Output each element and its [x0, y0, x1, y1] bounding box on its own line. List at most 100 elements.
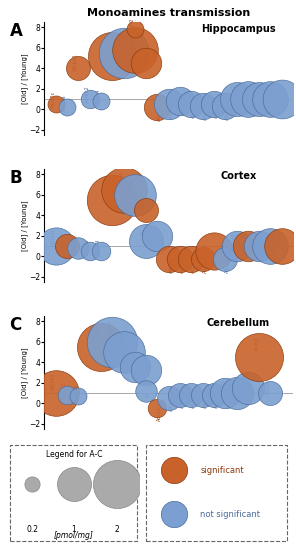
Text: 0.2: 0.2 [26, 525, 38, 534]
Text: Th: Th [146, 393, 151, 399]
Point [189, 255, 194, 264]
Text: not significant: not significant [200, 509, 260, 519]
Text: C: C [9, 316, 22, 334]
Point [87, 247, 92, 256]
Text: Adcy3: Adcy3 [180, 100, 185, 116]
Text: Adcy3: Adcy3 [191, 258, 196, 273]
Point [155, 232, 160, 240]
Point [166, 255, 171, 264]
Point [76, 244, 81, 252]
Text: Adcy8: Adcy8 [214, 103, 219, 118]
Text: Adrbk1: Adrbk1 [51, 372, 56, 389]
Text: Adcy5: Adcy5 [191, 103, 196, 118]
Text: Cortex: Cortex [220, 171, 256, 182]
Point [257, 241, 261, 250]
Text: Plce1: Plce1 [254, 84, 259, 97]
Point [234, 95, 239, 103]
Text: Legend for A-C: Legend for A-C [46, 450, 102, 459]
Text: Plch2: Plch2 [254, 337, 259, 350]
Text: Adcy2: Adcy2 [169, 397, 174, 411]
Text: Th: Th [141, 230, 146, 236]
Y-axis label: [Old] / [Young]: [Old] / [Young] [21, 200, 28, 251]
Point [279, 241, 284, 250]
Text: Cerebellum: Cerebellum [207, 318, 270, 328]
Text: Plcb3: Plcb3 [277, 82, 282, 96]
Point [257, 353, 261, 361]
Point [72, 480, 76, 489]
Point [65, 241, 69, 250]
Text: Adrba1: Adrba1 [62, 232, 67, 249]
Text: Tph2: Tph2 [130, 19, 135, 31]
Point [110, 195, 115, 204]
Text: Adcy9: Adcy9 [214, 393, 219, 408]
Text: Adcy8: Adcy8 [203, 393, 207, 408]
Point [234, 241, 239, 250]
Text: Adra2c: Adra2c [51, 91, 56, 108]
Point [172, 466, 176, 475]
Text: Adcy9: Adcy9 [225, 105, 230, 120]
Text: significant: significant [200, 466, 244, 475]
Text: Adcy2: Adcy2 [169, 104, 174, 119]
Point [245, 95, 250, 103]
Text: Plcb3: Plcb3 [277, 231, 282, 244]
Text: Maob: Maob [118, 170, 123, 184]
Point [257, 95, 261, 103]
Text: Maob: Maob [107, 321, 112, 334]
Point [189, 100, 194, 108]
Text: Slc6a4: Slc6a4 [96, 238, 101, 255]
Point [245, 241, 250, 250]
Point [223, 255, 228, 264]
Text: Maoa: Maoa [96, 327, 101, 340]
Text: Adrbk2: Adrbk2 [73, 234, 78, 252]
Point [99, 343, 103, 351]
Text: Plcg1: Plcg1 [231, 232, 237, 245]
Point [268, 241, 273, 250]
Point [178, 390, 182, 399]
Point [200, 390, 205, 399]
Text: Slc6a3: Slc6a3 [85, 238, 90, 255]
Point [172, 510, 176, 519]
Text: Slc6a4: Slc6a4 [73, 383, 78, 400]
Text: Maoa: Maoa [107, 36, 112, 49]
Text: Plcg1: Plcg1 [220, 379, 225, 392]
Point [53, 241, 58, 250]
Point [132, 25, 137, 34]
Point [132, 45, 137, 54]
Point [53, 389, 58, 398]
Point [121, 48, 126, 57]
Text: Adcye: Adcye [214, 253, 219, 268]
Point [155, 103, 160, 112]
Point [65, 103, 69, 112]
Text: Plcg1: Plcg1 [231, 84, 237, 97]
Text: Slc6a4: Slc6a4 [96, 89, 101, 105]
Point [178, 97, 182, 106]
Text: Adcy6: Adcy6 [203, 257, 207, 273]
Point [189, 390, 194, 399]
Text: Adcy2: Adcy2 [180, 258, 185, 273]
Text: A: A [9, 22, 22, 40]
Text: [pmol/mg]: [pmol/mg] [54, 531, 94, 540]
Point [234, 389, 239, 398]
Text: Maoa: Maoa [107, 179, 112, 192]
Point [212, 100, 216, 108]
Point [223, 389, 228, 398]
Text: Comt: Comt [118, 334, 123, 348]
Point [53, 100, 58, 108]
Point [144, 206, 149, 214]
Text: Adcy6: Adcy6 [191, 393, 196, 408]
Point [121, 348, 126, 356]
Text: Adrbk2: Adrbk2 [62, 382, 67, 399]
Text: Plcb3: Plcb3 [266, 381, 271, 394]
Text: Adcy9: Adcy9 [225, 257, 230, 272]
Point [110, 337, 115, 346]
Y-axis label: [Old] / [Young]: [Old] / [Young] [21, 347, 28, 398]
Text: Adcy5: Adcy5 [180, 393, 185, 408]
Point [115, 480, 119, 489]
Text: Comt: Comt [130, 31, 135, 44]
Text: Maob: Maob [118, 32, 123, 45]
Text: Tph2: Tph2 [130, 354, 135, 366]
Text: Adcy1: Adcy1 [169, 258, 174, 273]
Text: Plch2: Plch2 [266, 231, 271, 244]
Y-axis label: [Old] / [Young]: [Old] / [Young] [21, 53, 28, 104]
Point [144, 59, 149, 68]
